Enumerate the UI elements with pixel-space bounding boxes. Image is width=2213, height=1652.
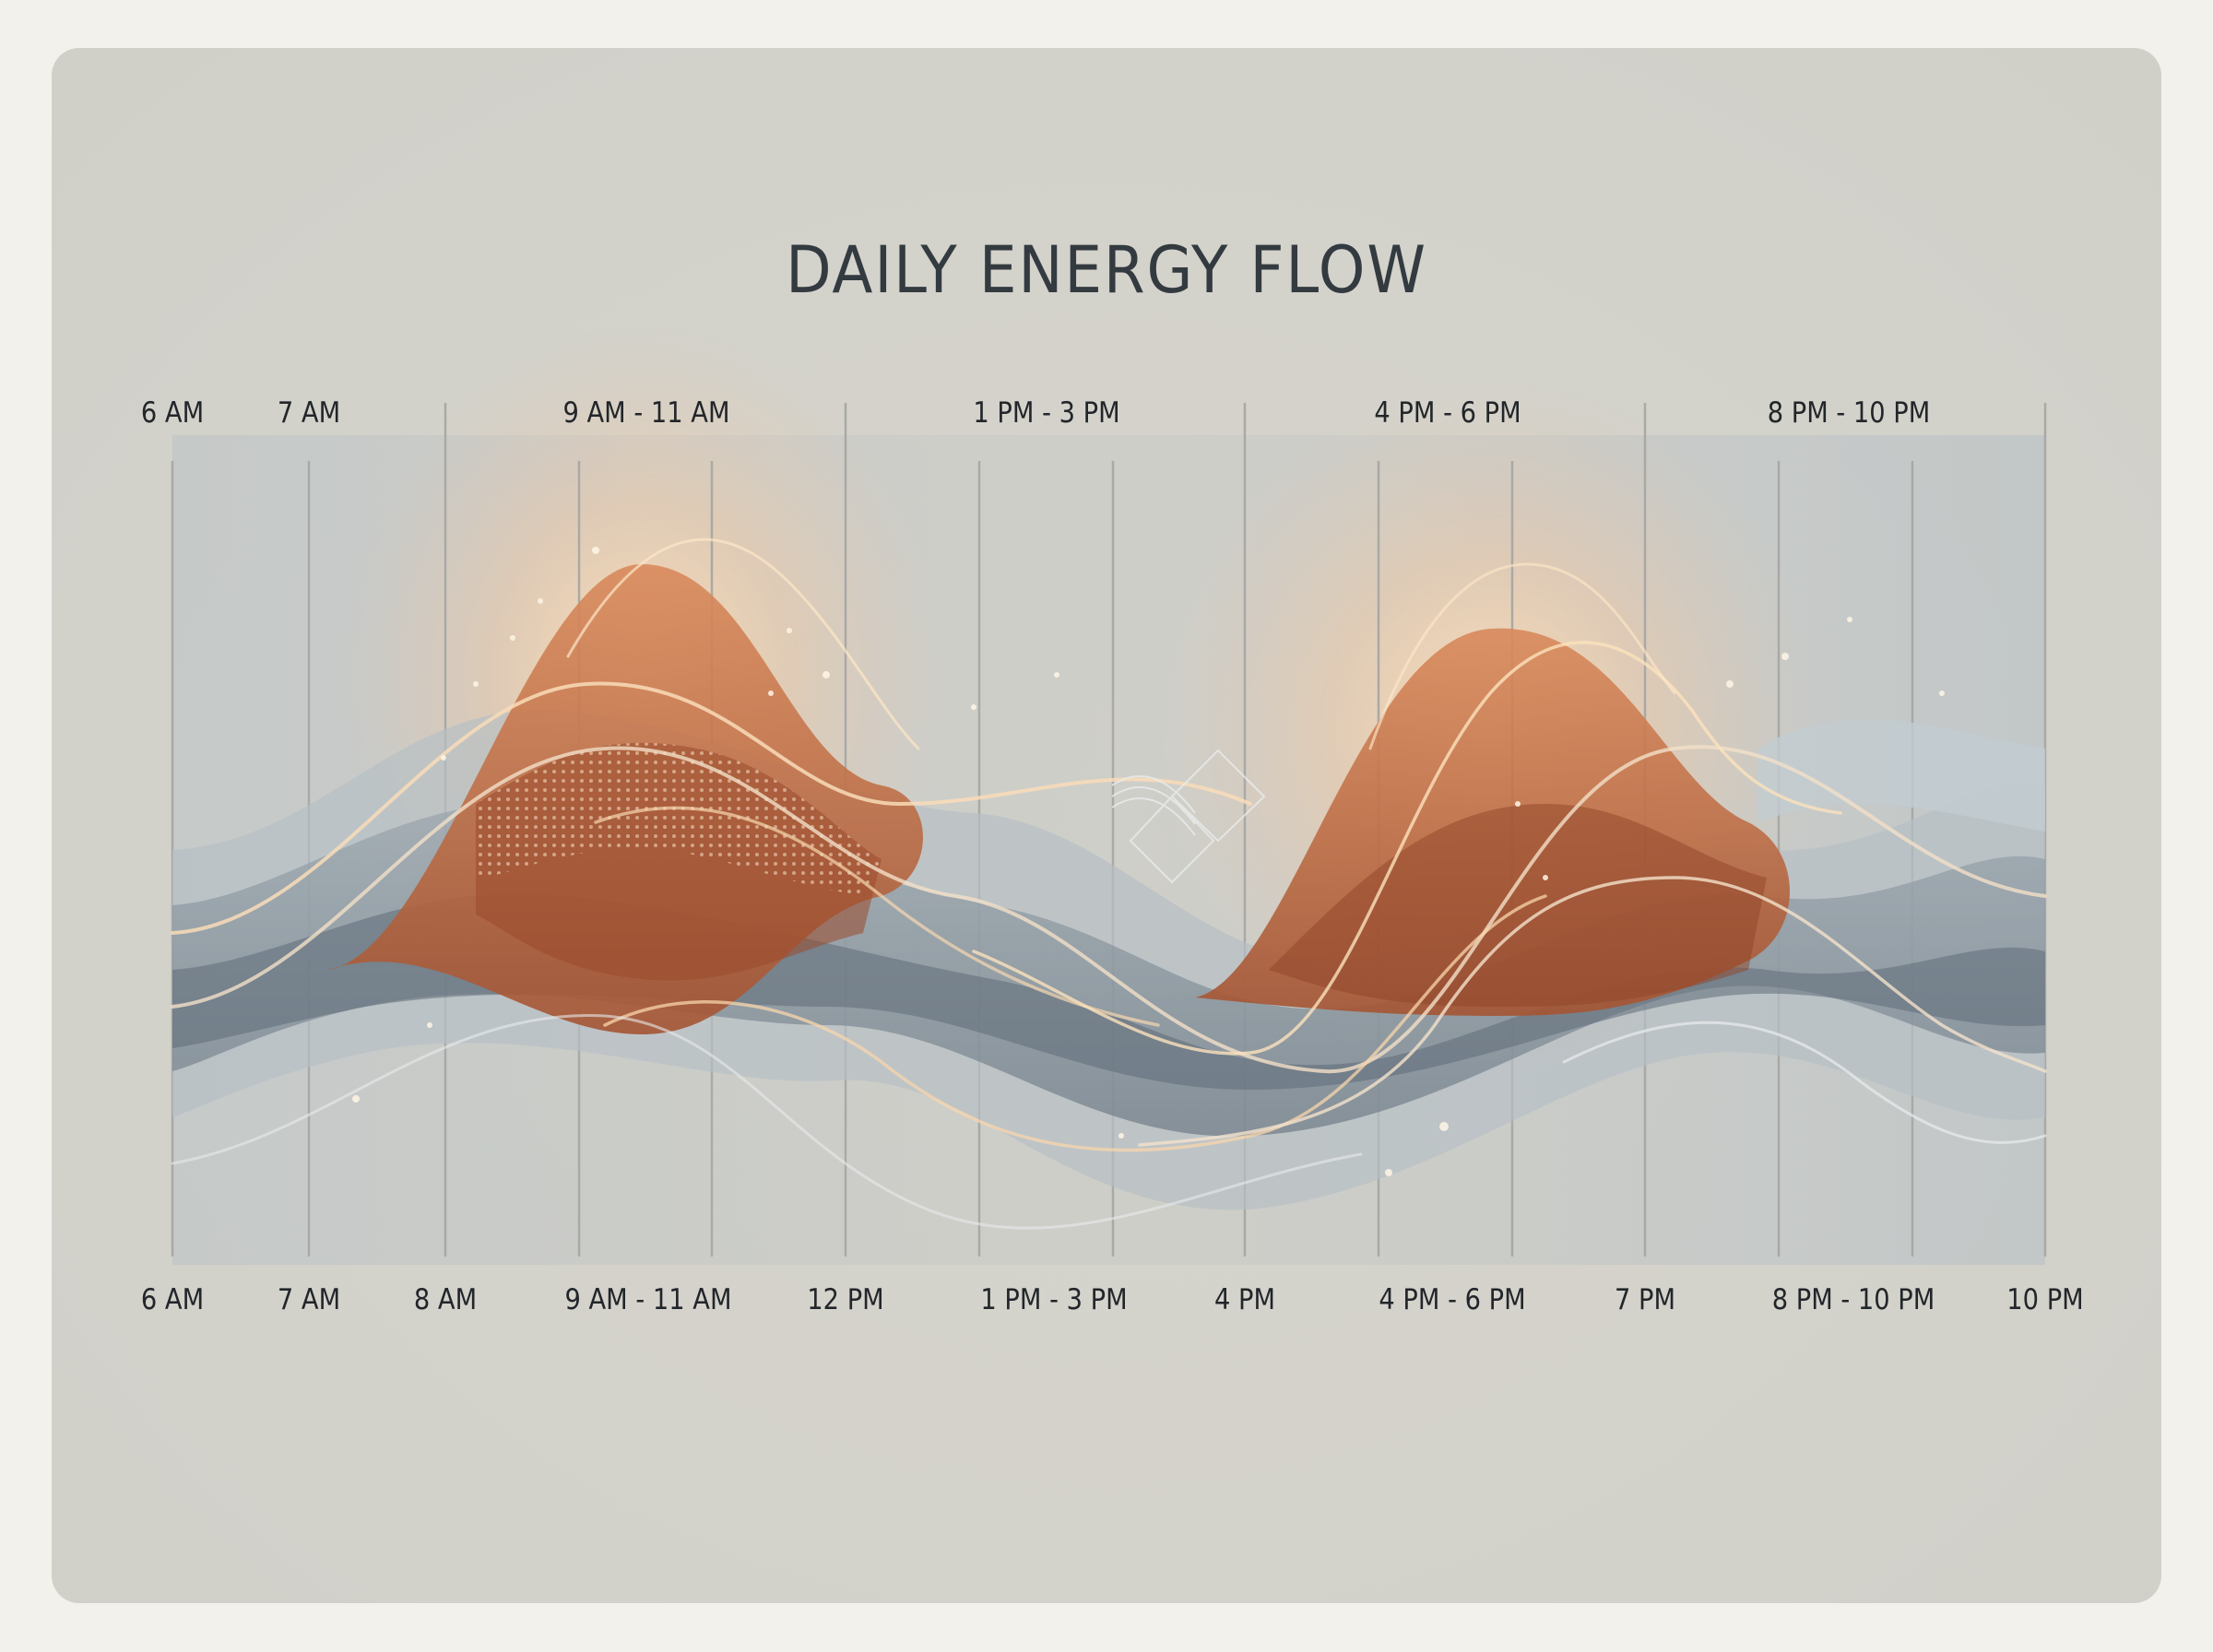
bottom-label: 12 PM: [807, 1283, 884, 1316]
top-label: 6 AM: [140, 396, 205, 430]
bottom-label: 6 AM: [140, 1283, 205, 1316]
bottom-label: 4 PM: [1213, 1283, 1276, 1316]
sparkle-dots: [352, 547, 1945, 1176]
chart-title: DAILY ENERGY FLOW: [786, 232, 1427, 308]
top-label: 7 AM: [277, 396, 341, 430]
top-label: 1 PM - 3 PM: [973, 396, 1120, 430]
bottom-label: 1 PM - 3 PM: [980, 1283, 1128, 1316]
bottom-label: 9 AM - 11 AM: [564, 1283, 732, 1316]
decorative-diamonds: [1111, 749, 1266, 884]
bottom-label: 4 PM - 6 PM: [1379, 1283, 1526, 1316]
top-label: 4 PM - 6 PM: [1374, 396, 1521, 430]
top-label: 9 AM - 11 AM: [562, 396, 730, 430]
bottom-label: 10 PM: [2006, 1283, 2084, 1316]
bottom-label: 7 PM: [1614, 1283, 1676, 1316]
bottom-label: 8 AM: [413, 1283, 478, 1316]
light-ribbons: [171, 537, 2047, 1230]
orange-peak-morning: [328, 564, 923, 1034]
bottom-label: 7 AM: [277, 1283, 341, 1316]
top-label: 8 PM - 10 PM: [1767, 396, 1931, 430]
bottom-label: 8 PM - 10 PM: [1771, 1283, 1935, 1316]
energy-flow-chart: [171, 324, 2047, 1265]
chart-card: DAILY ENERGY FLOW 6 AM 7 AM 9 AM - 11 AM…: [52, 48, 2161, 1603]
orange-peak-afternoon: [1195, 628, 1790, 1016]
